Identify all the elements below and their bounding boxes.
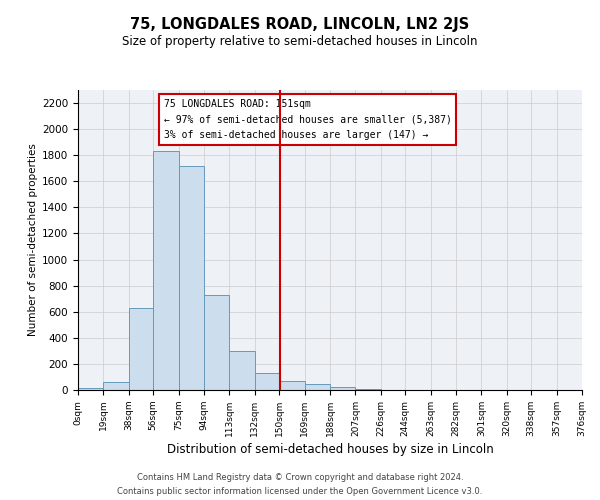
Bar [103, 382, 129, 390]
Text: Contains public sector information licensed under the Open Government Licence v3: Contains public sector information licen… [118, 486, 482, 496]
Bar [229, 351, 255, 390]
Bar [330, 386, 355, 390]
Bar [153, 152, 179, 390]
Bar [179, 166, 204, 390]
Bar [204, 295, 229, 390]
Bar [279, 381, 305, 390]
Text: Size of property relative to semi-detached houses in Lincoln: Size of property relative to semi-detach… [122, 35, 478, 48]
Bar [355, 388, 381, 390]
Bar [255, 373, 279, 390]
Bar [78, 388, 103, 390]
Text: 75 LONGDALES ROAD: 151sqm
← 97% of semi-detached houses are smaller (5,387)
3% o: 75 LONGDALES ROAD: 151sqm ← 97% of semi-… [164, 99, 452, 140]
Text: 75, LONGDALES ROAD, LINCOLN, LN2 2JS: 75, LONGDALES ROAD, LINCOLN, LN2 2JS [130, 18, 470, 32]
Text: Contains HM Land Registry data © Crown copyright and database right 2024.: Contains HM Land Registry data © Crown c… [137, 473, 463, 482]
Bar [305, 384, 330, 390]
X-axis label: Distribution of semi-detached houses by size in Lincoln: Distribution of semi-detached houses by … [167, 443, 493, 456]
Bar [129, 308, 153, 390]
Y-axis label: Number of semi-detached properties: Number of semi-detached properties [28, 144, 38, 336]
